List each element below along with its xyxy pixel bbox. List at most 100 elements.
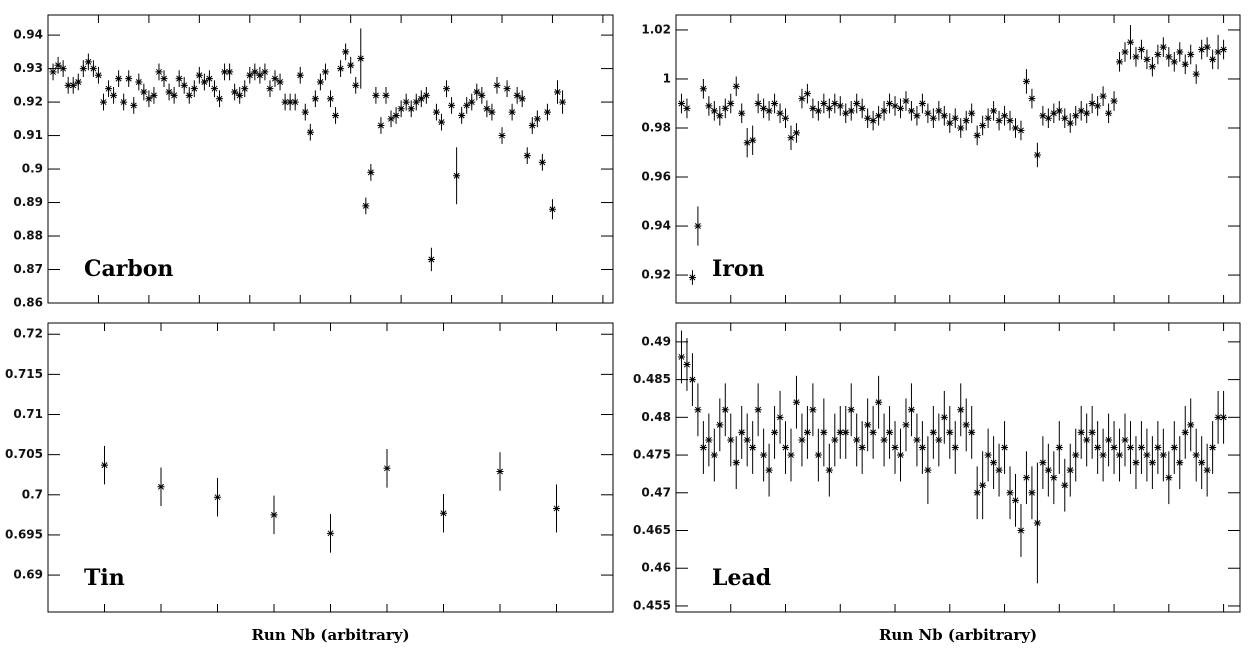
point [321,68,329,76]
point [286,98,294,106]
point [792,398,800,406]
point [130,101,138,109]
point [1001,444,1009,452]
point [1110,97,1118,105]
point [1028,489,1036,497]
point [432,108,440,116]
point [1088,99,1096,107]
point [809,104,817,112]
point [120,98,128,106]
point [836,102,844,110]
point [205,75,213,83]
point [1176,459,1184,467]
point [523,152,531,160]
point [160,75,168,83]
point [727,99,735,107]
point [140,88,148,96]
point [929,428,937,436]
point [1050,109,1058,117]
point [1209,55,1217,63]
point [1044,114,1052,122]
y-tick-label: 0.93 [13,61,43,75]
point [402,98,410,106]
point [1105,109,1113,117]
point [1214,48,1222,56]
point [440,509,447,517]
y-tick-label: 0.69 [13,568,43,582]
panel-title: Iron [712,256,765,282]
point [94,71,102,79]
point [951,114,959,122]
point [246,71,254,79]
point [1220,46,1228,54]
point [362,202,370,210]
point [1012,124,1019,132]
point [1110,444,1118,452]
point [473,88,481,96]
point [962,421,970,429]
point [902,97,910,105]
point [49,68,57,76]
point [170,91,178,99]
point [825,104,833,112]
point [125,75,133,83]
point [1044,466,1052,474]
point [782,114,790,122]
point [831,99,839,107]
y-tick-label: 0.48 [641,410,671,424]
point [968,109,976,117]
point [699,85,707,93]
point [760,104,768,112]
y-tick-label: 0.94 [641,219,671,233]
point [946,428,954,436]
point [157,483,165,491]
point [342,48,350,56]
point [518,95,526,103]
point [716,421,724,429]
point [1116,58,1124,66]
y-tick-label: 0.9 [22,162,43,176]
point [483,105,491,113]
point [1187,50,1195,58]
point [732,459,740,467]
point [677,99,685,107]
point [864,114,872,122]
point [749,444,757,452]
point [771,428,779,436]
point [1039,459,1047,467]
point [869,117,877,125]
point [54,61,62,69]
point [1099,92,1107,100]
point [236,91,244,99]
point [1094,102,1102,110]
point [979,122,987,130]
point [1126,444,1134,452]
point [771,99,779,107]
x-axis-label: Run Nb (arbitrary) [251,626,409,644]
point [1192,70,1200,78]
plot-frame [47,322,614,613]
point [1077,107,1085,115]
point [1039,112,1047,120]
point [1154,50,1162,58]
point [1094,444,1102,452]
point [241,85,249,93]
point [1072,451,1080,459]
point [448,101,456,109]
point [214,493,221,501]
point [84,58,92,66]
point [907,406,915,414]
y-tick-label: 0.46 [641,561,671,575]
point [417,95,425,103]
y-tick-label: 0.715 [5,367,43,381]
point [694,222,702,230]
y-tick-label: 0.88 [13,229,43,243]
point [1121,436,1129,444]
y-tick-label: 0.87 [13,262,43,276]
point [990,459,998,467]
point [1181,428,1189,436]
point [743,436,751,444]
y-tick-label: 0.705 [5,447,43,461]
point [276,78,284,86]
